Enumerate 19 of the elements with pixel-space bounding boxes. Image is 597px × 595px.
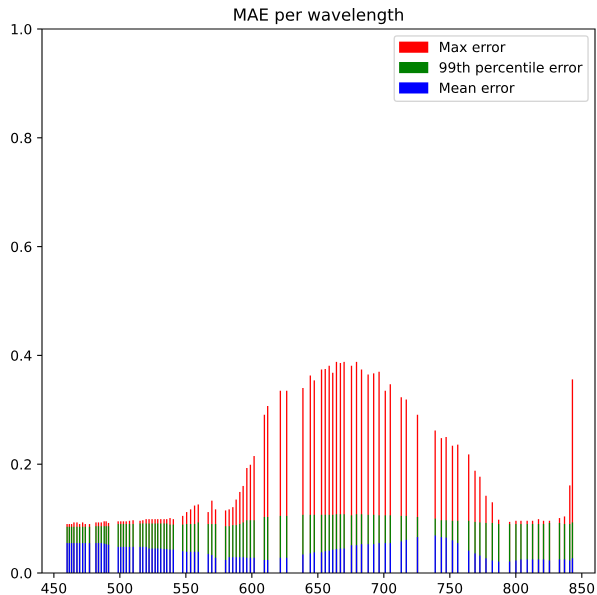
x-tick-label: 450 (41, 582, 66, 594)
legend-label: Mean error (440, 82, 515, 94)
x-tick-label: 750 (438, 582, 462, 594)
y-tick-label: 1.0 (12, 24, 32, 34)
x-tick-label: 850 (569, 582, 594, 594)
y-tick-label: 0.0 (11, 568, 32, 578)
chart-title: MAE per wavelength (234, 8, 403, 24)
y-tick-label: 0.2 (11, 459, 31, 470)
x-tick-label: 600 (240, 582, 264, 594)
y-tick-label: 0.8 (11, 132, 32, 144)
legend-label: 99th percentile error (440, 62, 582, 76)
y-tick-label: 0.6 (11, 242, 32, 252)
x-tick-label: 550 (174, 582, 198, 594)
x-tick-label: 650 (306, 582, 330, 594)
x-tick-label: 500 (108, 582, 132, 594)
x-tick-label: 800 (504, 582, 528, 594)
y-tick-label: 0.4 (11, 350, 32, 361)
legend-label: Max error (440, 42, 506, 52)
x-tick-label: 700 (372, 582, 396, 594)
